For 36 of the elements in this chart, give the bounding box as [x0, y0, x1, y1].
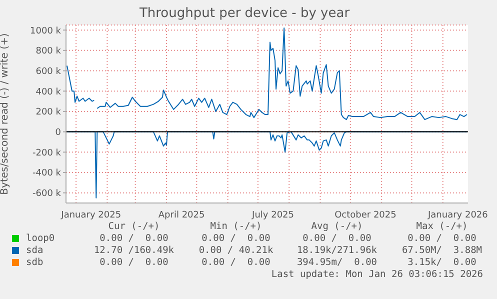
text: 12.70 /160.49k	[92, 245, 176, 256]
text: 394.95m/ 0.00	[296, 257, 378, 268]
legend-label: sda	[26, 245, 44, 256]
x-tick-label: October 2025	[334, 210, 396, 220]
y-tick-label: -200 k	[32, 148, 62, 158]
x-tick-label: April 2025	[158, 210, 205, 220]
text: 0.00 / 0.00	[98, 257, 170, 268]
y-tick-label: 200 k	[36, 108, 62, 118]
text: 0.00 / 0.00	[406, 233, 478, 244]
text: 3.15k/ 0.00	[406, 257, 478, 268]
y-tick-label: 600 k	[36, 66, 62, 77]
text: 0.00 / 0.00	[302, 233, 372, 244]
x-tick-label: January 2025	[60, 210, 122, 220]
text: 0.00 / 40.21k	[198, 245, 274, 256]
y-tick-label: 1000 k	[30, 26, 62, 36]
text: 0.00 / 0.00	[200, 233, 272, 244]
legend-label: loop0	[26, 233, 55, 244]
y-tick-label: -400 k	[32, 168, 62, 179]
text: Last update: Mon Jan 26 03:06:15 2026	[271, 269, 483, 280]
y-tick-label: 0	[55, 128, 62, 138]
legend-label: sdb	[26, 257, 44, 268]
y-tick-label: 400 k	[36, 87, 62, 98]
text: Max (-/+)	[415, 221, 469, 232]
chart-title: Throughput per device - by year	[138, 6, 351, 21]
y-axis-title: Bytes/second read (-) / write (+)	[0, 33, 11, 195]
text: Avg (-/+)	[310, 221, 364, 232]
text: 0.00 / 0.00	[98, 233, 170, 244]
y-tick-label: -600 k	[32, 189, 62, 200]
x-tick-label: July 2025	[251, 210, 294, 220]
x-tick-label: January 2026	[427, 210, 488, 220]
text: 0.00 / 0.00	[200, 257, 272, 268]
text: 18.19k/271.96k	[296, 245, 378, 256]
y-tick-label: 800 k	[36, 46, 62, 57]
text: Cur (-/+)	[107, 221, 161, 232]
text: 67.50M/ 3.88M	[400, 245, 484, 256]
text: Min (-/+)	[209, 221, 263, 232]
